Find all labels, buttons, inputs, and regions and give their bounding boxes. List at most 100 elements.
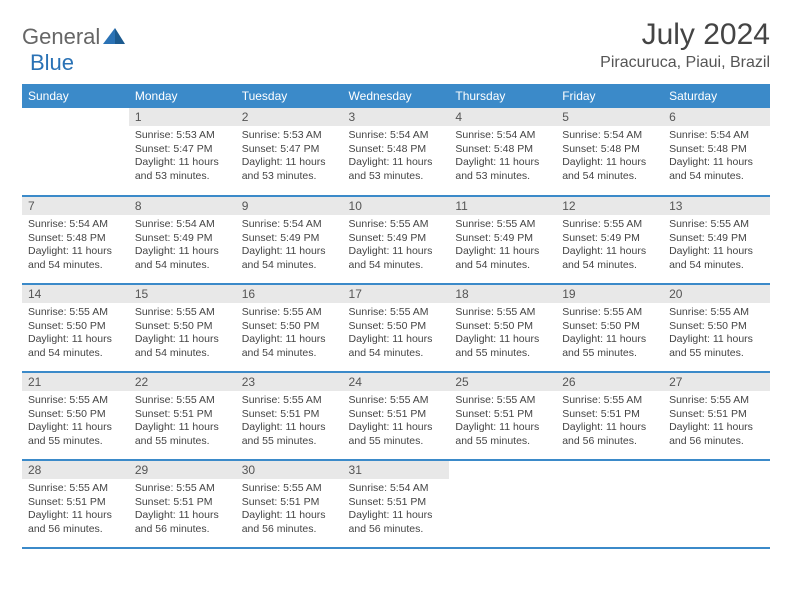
weekday-header-row: SundayMondayTuesdayWednesdayThursdayFrid… [22, 84, 770, 108]
day-detail: Sunrise: 5:55 AMSunset: 5:51 PMDaylight:… [129, 391, 236, 455]
calendar-day-cell: 25Sunrise: 5:55 AMSunset: 5:51 PMDayligh… [449, 372, 556, 460]
day-detail: Sunrise: 5:55 AMSunset: 5:49 PMDaylight:… [343, 215, 450, 279]
calendar-day-cell: 2Sunrise: 5:53 AMSunset: 5:47 PMDaylight… [236, 108, 343, 196]
calendar-day-cell [22, 108, 129, 196]
calendar-day-cell: 22Sunrise: 5:55 AMSunset: 5:51 PMDayligh… [129, 372, 236, 460]
day-number: 11 [449, 197, 556, 215]
calendar-day-cell: 17Sunrise: 5:55 AMSunset: 5:50 PMDayligh… [343, 284, 450, 372]
logo: General [22, 24, 125, 50]
calendar-day-cell: 12Sunrise: 5:55 AMSunset: 5:49 PMDayligh… [556, 196, 663, 284]
day-detail: Sunrise: 5:55 AMSunset: 5:50 PMDaylight:… [343, 303, 450, 367]
day-detail: Sunrise: 5:55 AMSunset: 5:49 PMDaylight:… [556, 215, 663, 279]
calendar-day-cell: 16Sunrise: 5:55 AMSunset: 5:50 PMDayligh… [236, 284, 343, 372]
day-number: 5 [556, 108, 663, 126]
day-number: 14 [22, 285, 129, 303]
day-detail: Sunrise: 5:55 AMSunset: 5:51 PMDaylight:… [556, 391, 663, 455]
calendar-week-row: 28Sunrise: 5:55 AMSunset: 5:51 PMDayligh… [22, 460, 770, 548]
weekday-header: Monday [129, 84, 236, 108]
day-number: 23 [236, 373, 343, 391]
calendar-day-cell: 31Sunrise: 5:54 AMSunset: 5:51 PMDayligh… [343, 460, 450, 548]
calendar-day-cell: 20Sunrise: 5:55 AMSunset: 5:50 PMDayligh… [663, 284, 770, 372]
day-number: 26 [556, 373, 663, 391]
calendar-day-cell: 14Sunrise: 5:55 AMSunset: 5:50 PMDayligh… [22, 284, 129, 372]
day-detail: Sunrise: 5:55 AMSunset: 5:49 PMDaylight:… [663, 215, 770, 279]
day-number: 20 [663, 285, 770, 303]
day-number: 8 [129, 197, 236, 215]
title-block: July 2024 Piracuruca, Piaui, Brazil [600, 18, 770, 72]
logo-triangle-icon [103, 24, 125, 50]
day-number: 7 [22, 197, 129, 215]
day-number: 16 [236, 285, 343, 303]
day-detail: Sunrise: 5:55 AMSunset: 5:51 PMDaylight:… [236, 391, 343, 455]
day-number: 28 [22, 461, 129, 479]
day-detail: Sunrise: 5:54 AMSunset: 5:48 PMDaylight:… [556, 126, 663, 190]
day-number: 27 [663, 373, 770, 391]
calendar-day-cell: 29Sunrise: 5:55 AMSunset: 5:51 PMDayligh… [129, 460, 236, 548]
day-detail: Sunrise: 5:54 AMSunset: 5:48 PMDaylight:… [343, 126, 450, 190]
day-number: 17 [343, 285, 450, 303]
day-detail: Sunrise: 5:55 AMSunset: 5:50 PMDaylight:… [449, 303, 556, 367]
header: General July 2024 Piracuruca, Piaui, Bra… [22, 18, 770, 72]
day-number: 6 [663, 108, 770, 126]
calendar-day-cell: 10Sunrise: 5:55 AMSunset: 5:49 PMDayligh… [343, 196, 450, 284]
day-detail: Sunrise: 5:55 AMSunset: 5:51 PMDaylight:… [449, 391, 556, 455]
day-detail: Sunrise: 5:55 AMSunset: 5:51 PMDaylight:… [129, 479, 236, 543]
calendar-day-cell: 19Sunrise: 5:55 AMSunset: 5:50 PMDayligh… [556, 284, 663, 372]
logo-word1: General [22, 24, 100, 50]
day-detail: Sunrise: 5:54 AMSunset: 5:48 PMDaylight:… [449, 126, 556, 190]
calendar-day-cell [449, 460, 556, 548]
calendar-day-cell: 3Sunrise: 5:54 AMSunset: 5:48 PMDaylight… [343, 108, 450, 196]
day-number: 25 [449, 373, 556, 391]
calendar-day-cell: 1Sunrise: 5:53 AMSunset: 5:47 PMDaylight… [129, 108, 236, 196]
day-detail: Sunrise: 5:55 AMSunset: 5:51 PMDaylight:… [236, 479, 343, 543]
calendar-day-cell: 11Sunrise: 5:55 AMSunset: 5:49 PMDayligh… [449, 196, 556, 284]
day-detail: Sunrise: 5:54 AMSunset: 5:49 PMDaylight:… [129, 215, 236, 279]
day-number: 3 [343, 108, 450, 126]
calendar-day-cell [663, 460, 770, 548]
calendar-day-cell: 9Sunrise: 5:54 AMSunset: 5:49 PMDaylight… [236, 196, 343, 284]
day-number: 30 [236, 461, 343, 479]
calendar-day-cell: 30Sunrise: 5:55 AMSunset: 5:51 PMDayligh… [236, 460, 343, 548]
day-detail: Sunrise: 5:55 AMSunset: 5:50 PMDaylight:… [22, 391, 129, 455]
calendar-table: SundayMondayTuesdayWednesdayThursdayFrid… [22, 84, 770, 549]
calendar-day-cell: 6Sunrise: 5:54 AMSunset: 5:48 PMDaylight… [663, 108, 770, 196]
calendar-day-cell: 7Sunrise: 5:54 AMSunset: 5:48 PMDaylight… [22, 196, 129, 284]
day-detail: Sunrise: 5:54 AMSunset: 5:48 PMDaylight:… [22, 215, 129, 279]
day-detail: Sunrise: 5:55 AMSunset: 5:50 PMDaylight:… [556, 303, 663, 367]
calendar-day-cell: 24Sunrise: 5:55 AMSunset: 5:51 PMDayligh… [343, 372, 450, 460]
day-detail: Sunrise: 5:55 AMSunset: 5:51 PMDaylight:… [22, 479, 129, 543]
day-detail: Sunrise: 5:55 AMSunset: 5:49 PMDaylight:… [449, 215, 556, 279]
day-number: 12 [556, 197, 663, 215]
calendar-week-row: 1Sunrise: 5:53 AMSunset: 5:47 PMDaylight… [22, 108, 770, 196]
calendar-day-cell: 4Sunrise: 5:54 AMSunset: 5:48 PMDaylight… [449, 108, 556, 196]
calendar-day-cell: 8Sunrise: 5:54 AMSunset: 5:49 PMDaylight… [129, 196, 236, 284]
day-number: 19 [556, 285, 663, 303]
calendar-day-cell: 27Sunrise: 5:55 AMSunset: 5:51 PMDayligh… [663, 372, 770, 460]
day-detail: Sunrise: 5:55 AMSunset: 5:50 PMDaylight:… [663, 303, 770, 367]
weekday-header: Tuesday [236, 84, 343, 108]
day-detail: Sunrise: 5:55 AMSunset: 5:50 PMDaylight:… [22, 303, 129, 367]
day-number: 9 [236, 197, 343, 215]
day-number: 18 [449, 285, 556, 303]
day-number: 1 [129, 108, 236, 126]
day-number: 21 [22, 373, 129, 391]
day-number: 4 [449, 108, 556, 126]
calendar-body: 1Sunrise: 5:53 AMSunset: 5:47 PMDaylight… [22, 108, 770, 548]
day-detail: Sunrise: 5:53 AMSunset: 5:47 PMDaylight:… [129, 126, 236, 190]
calendar-day-cell: 21Sunrise: 5:55 AMSunset: 5:50 PMDayligh… [22, 372, 129, 460]
calendar-day-cell: 28Sunrise: 5:55 AMSunset: 5:51 PMDayligh… [22, 460, 129, 548]
calendar-day-cell: 5Sunrise: 5:54 AMSunset: 5:48 PMDaylight… [556, 108, 663, 196]
weekday-header: Saturday [663, 84, 770, 108]
calendar-day-cell: 15Sunrise: 5:55 AMSunset: 5:50 PMDayligh… [129, 284, 236, 372]
day-number: 31 [343, 461, 450, 479]
day-detail: Sunrise: 5:55 AMSunset: 5:50 PMDaylight:… [129, 303, 236, 367]
weekday-header: Thursday [449, 84, 556, 108]
day-number: 24 [343, 373, 450, 391]
day-number: 29 [129, 461, 236, 479]
day-number: 22 [129, 373, 236, 391]
weekday-header: Wednesday [343, 84, 450, 108]
weekday-header: Friday [556, 84, 663, 108]
calendar-day-cell [556, 460, 663, 548]
day-detail: Sunrise: 5:55 AMSunset: 5:51 PMDaylight:… [663, 391, 770, 455]
day-detail: Sunrise: 5:54 AMSunset: 5:48 PMDaylight:… [663, 126, 770, 190]
